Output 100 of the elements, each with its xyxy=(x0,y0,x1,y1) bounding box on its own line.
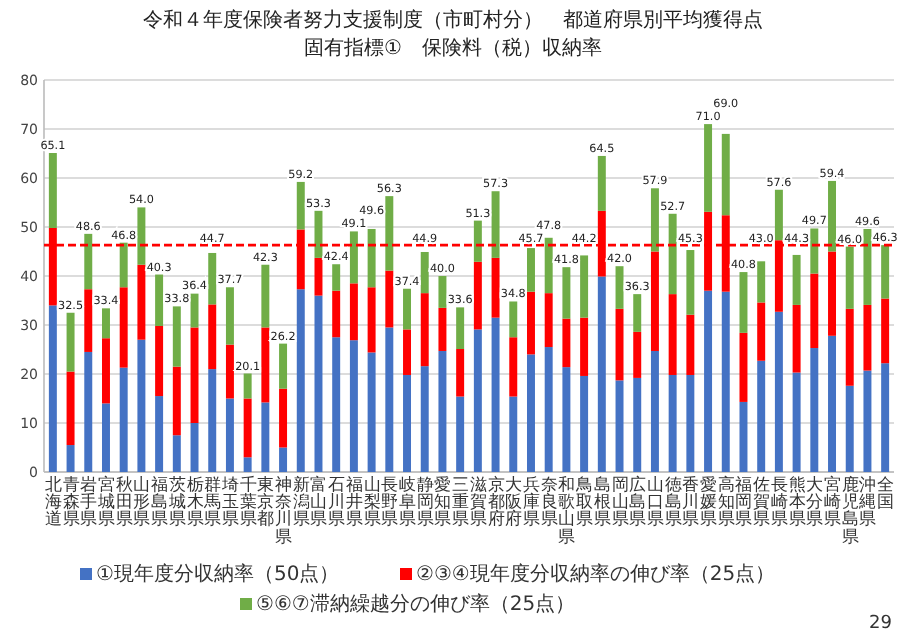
bar xyxy=(526,354,535,472)
bar xyxy=(650,251,659,351)
x-tick-label: 岩手県 xyxy=(80,474,97,529)
bar xyxy=(757,261,766,303)
bar xyxy=(66,371,75,446)
bar xyxy=(332,337,341,472)
bar xyxy=(509,337,518,397)
bar xyxy=(863,304,872,371)
bar xyxy=(420,366,429,472)
bar xyxy=(279,388,288,448)
legend-label: ②③④現年度分収納率の伸び率（25点） xyxy=(416,562,776,586)
x-tick-label: 広島県 xyxy=(629,474,646,529)
bar xyxy=(810,228,819,274)
bar xyxy=(438,276,447,308)
bar xyxy=(810,348,819,472)
bar xyxy=(721,291,730,472)
x-tick-label: 秋田県 xyxy=(115,474,132,529)
bar xyxy=(190,423,199,472)
chart-title: 令和４年度保険者努力支援制度（市町村分） 都道府県別平均獲得点 xyxy=(143,8,763,32)
x-tick-label: 福島県 xyxy=(151,474,168,529)
bar xyxy=(650,188,659,252)
x-tick-label: 徳島県 xyxy=(664,474,681,529)
bar xyxy=(792,372,801,472)
x-tick-label: 兵庫県 xyxy=(522,474,539,529)
bar xyxy=(686,374,695,472)
bar xyxy=(225,344,234,399)
bar xyxy=(473,220,482,262)
bar xyxy=(686,314,695,375)
bar xyxy=(349,231,358,284)
bar xyxy=(225,287,234,345)
bar xyxy=(881,363,890,472)
bar xyxy=(881,298,890,364)
x-tick-label: 高知県 xyxy=(717,474,734,529)
x-tick-label: 島根県 xyxy=(593,474,610,529)
bar xyxy=(650,350,659,472)
bar xyxy=(438,307,447,351)
bar xyxy=(332,264,341,291)
bar xyxy=(119,367,128,472)
x-tick-label: 滋賀県 xyxy=(469,474,486,529)
bar xyxy=(473,261,482,330)
bar xyxy=(438,350,447,472)
bar xyxy=(597,155,606,211)
bar xyxy=(597,276,606,472)
x-tick-label: 石川県 xyxy=(328,474,345,529)
text: 29 xyxy=(869,614,893,634)
bar xyxy=(296,289,305,472)
bar xyxy=(668,294,677,375)
bar xyxy=(491,191,500,258)
x-tick-label: 群馬県 xyxy=(202,474,221,529)
bar xyxy=(757,360,766,472)
bar xyxy=(633,294,642,332)
bar xyxy=(84,233,93,290)
bar xyxy=(208,369,217,472)
bar xyxy=(456,396,465,472)
bar xyxy=(137,264,146,340)
x-tick-label: 宮崎県 xyxy=(824,474,841,529)
bar xyxy=(544,293,553,348)
bar xyxy=(491,317,500,472)
bar xyxy=(243,398,252,458)
bar xyxy=(48,305,57,472)
bar xyxy=(845,246,854,309)
bar xyxy=(101,403,110,472)
x-tick-label: 沖縄県 xyxy=(857,474,876,529)
bar xyxy=(119,287,128,368)
x-tick-label: 千葉県 xyxy=(239,474,256,529)
bar xyxy=(456,349,465,397)
x-tick-label: 佐賀県 xyxy=(753,474,770,529)
x-tick-label: 栃木県 xyxy=(186,474,203,529)
bar xyxy=(810,273,819,349)
bar xyxy=(615,380,624,472)
x-tick-label: 茨城県 xyxy=(166,474,185,529)
x-tick-label: 京都府 xyxy=(487,474,504,529)
x-tick-label: 青森県 xyxy=(62,474,79,529)
bar xyxy=(314,295,323,472)
bar xyxy=(190,293,199,328)
x-tick-label: 富山県 xyxy=(310,474,327,529)
bar xyxy=(314,257,323,296)
bar xyxy=(84,289,93,352)
x-tick-label: 香川県 xyxy=(682,474,699,529)
bar xyxy=(845,308,854,386)
bar xyxy=(792,254,801,305)
bar xyxy=(332,290,341,338)
bar xyxy=(101,308,110,339)
bar xyxy=(633,377,642,472)
x-tick-label: 愛媛県 xyxy=(700,474,717,529)
x-tick-label: 福岡県 xyxy=(735,474,752,529)
bar xyxy=(119,242,128,288)
x-tick-label: 大分県 xyxy=(806,474,823,529)
bar xyxy=(190,327,199,423)
x-tick-label: 全国 xyxy=(877,474,894,512)
bar xyxy=(385,327,394,472)
x-tick-label: 東京都 xyxy=(257,474,274,529)
bar xyxy=(243,373,252,399)
bar xyxy=(828,335,836,472)
bar xyxy=(828,251,836,336)
x-tick-label: 岡山県 xyxy=(611,474,628,529)
bar xyxy=(704,290,713,472)
bar xyxy=(349,283,358,341)
bar xyxy=(155,274,164,326)
bar xyxy=(137,339,146,472)
